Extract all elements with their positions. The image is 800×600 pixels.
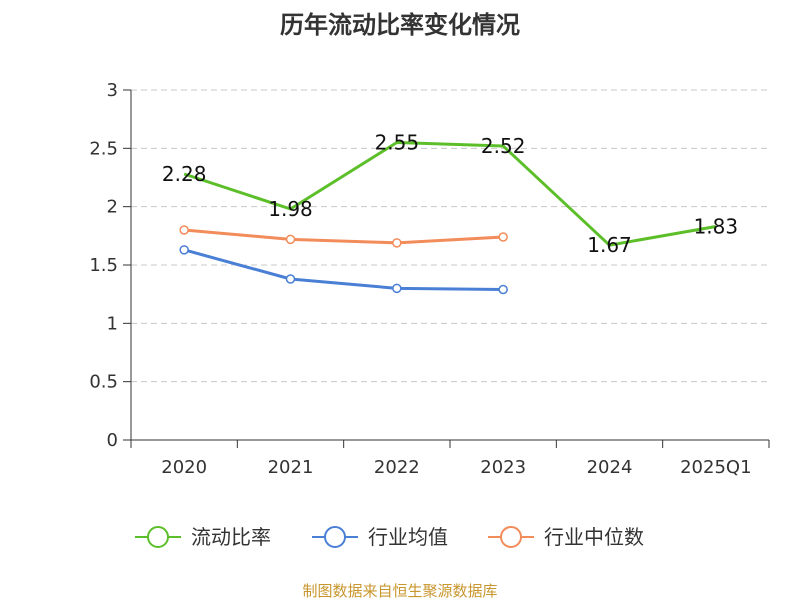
- x-axis-ticks: 2020 2021 2022 2023 2024 2025Q1: [130, 440, 770, 478]
- y-tick-label: 0: [107, 430, 118, 451]
- legend-swatch-marker: [324, 526, 346, 548]
- x-tick-label: 2025Q1: [680, 457, 751, 478]
- series-group: [179, 141, 717, 295]
- data-point: [285, 234, 296, 245]
- series-line: [183, 141, 717, 247]
- data-label: 1.67: [587, 233, 632, 257]
- x-tick-label: 2022: [374, 457, 420, 478]
- x-tick-label: 2021: [268, 457, 314, 478]
- x-tick-label: 2024: [587, 457, 633, 478]
- data-label: 1.83: [694, 215, 739, 239]
- x-tick-label: 2023: [480, 457, 526, 478]
- data-point: [498, 284, 508, 295]
- y-tick-label: 3: [107, 80, 118, 101]
- chart-title: 历年流动比率变化情况: [280, 11, 520, 39]
- y-tick-label: 1: [107, 313, 118, 334]
- series-line: [184, 228, 504, 245]
- y-tick-label: 2: [107, 197, 118, 218]
- data-label: 1.98: [268, 197, 313, 221]
- data-point: [179, 245, 189, 255]
- legend-swatch-marker: [500, 526, 522, 548]
- data-label: 2.28: [162, 162, 207, 186]
- y-tick-label: 2.5: [89, 138, 118, 159]
- y-axis-ticks: 0 0.5 1 1.5 2 2.5 3: [89, 80, 131, 451]
- data-point: [285, 274, 296, 284]
- data-point: [179, 225, 189, 235]
- data-point: [392, 283, 402, 294]
- data-label: 2.52: [481, 134, 526, 158]
- data-labels: 2.28 1.98 2.55 2.52 1.67 1.83: [162, 131, 738, 258]
- data-point: [392, 238, 402, 248]
- y-tick-label: 1.5: [89, 255, 118, 276]
- legend-label: 行业均值: [368, 525, 448, 549]
- source-note: 制图数据来自恒生聚源数据库: [302, 582, 497, 600]
- y-tick-label: 0.5: [89, 372, 118, 393]
- series-line: [183, 248, 504, 291]
- legend: 流动比率 行业均值 行业中位数: [135, 525, 644, 549]
- legend-swatch-marker: [147, 526, 169, 548]
- legend-label: 行业中位数: [544, 525, 644, 549]
- data-point: [498, 232, 508, 242]
- legend-label: 流动比率: [191, 525, 271, 549]
- data-label: 2.55: [375, 131, 420, 155]
- gridlines: [131, 89, 769, 383]
- x-tick-label: 2020: [161, 457, 207, 478]
